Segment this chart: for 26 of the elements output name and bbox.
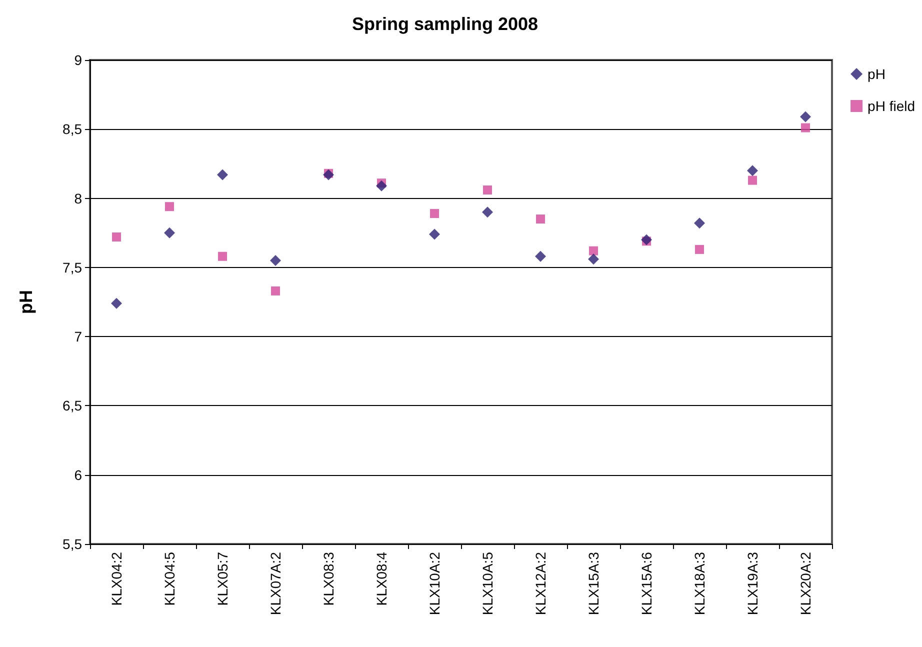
legend-label: pH field bbox=[868, 98, 915, 114]
y-tick-label: 7 bbox=[74, 328, 82, 345]
y-tick-label: 8,5 bbox=[62, 121, 82, 138]
legend-label: pH bbox=[868, 66, 886, 82]
x-tick-label: KLX20A:2 bbox=[798, 552, 814, 616]
y-tick-label: 8 bbox=[74, 190, 82, 206]
x-tick-label: KLX18A:3 bbox=[692, 552, 708, 616]
x-tick-label: KLX08:3 bbox=[320, 552, 336, 606]
x-tick-label: KLX04:2 bbox=[108, 552, 124, 606]
x-tick-label: KLX12A:2 bbox=[532, 552, 548, 616]
x-tick-label: KLX10A:5 bbox=[480, 552, 496, 616]
chart-title: Spring sampling 2008 bbox=[352, 14, 538, 34]
y-tick-label: 9 bbox=[74, 52, 82, 68]
x-tick-label: KLX08:4 bbox=[374, 552, 390, 606]
x-tick-label: KLX19A:3 bbox=[744, 552, 760, 616]
y-tick-label: 5,5 bbox=[62, 536, 82, 552]
x-tick-label: KLX07A:2 bbox=[268, 552, 284, 616]
y-axis-title: pH bbox=[16, 290, 36, 314]
y-tick-label: 7,5 bbox=[62, 259, 82, 276]
x-tick-label: KLX10A:2 bbox=[426, 552, 442, 616]
y-tick-label: 6 bbox=[74, 466, 82, 483]
y-tick-label: 6,5 bbox=[62, 398, 82, 414]
x-tick-label: KLX15A:6 bbox=[638, 552, 654, 616]
x-tick-label: KLX04:5 bbox=[162, 552, 178, 606]
x-tick-label: KLX15A:3 bbox=[586, 552, 602, 616]
x-tick-label: KLX05:7 bbox=[214, 552, 230, 606]
